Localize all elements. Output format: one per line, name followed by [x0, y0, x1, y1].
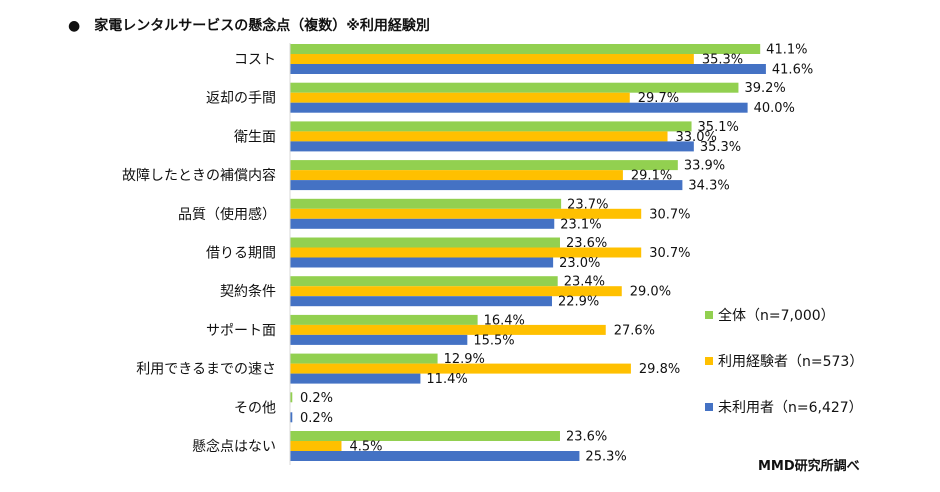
data-label: 29.1% — [631, 169, 672, 184]
data-label: 40.0% — [754, 101, 795, 116]
category-label: コスト — [234, 52, 276, 68]
data-label: 0.2% — [300, 391, 333, 406]
legend-swatch — [705, 403, 713, 411]
data-label: 41.1% — [766, 43, 807, 58]
data-label: 35.3% — [702, 53, 743, 68]
data-label: 12.9% — [444, 352, 485, 367]
legend-swatch — [705, 357, 713, 365]
data-label: 29.0% — [630, 285, 671, 300]
category-label: 契約条件 — [220, 283, 276, 300]
category-label: 品質（使用感） — [178, 206, 276, 223]
data-label: 29.7% — [638, 91, 679, 106]
bars — [290, 44, 766, 461]
category-label: 衛生面 — [234, 129, 276, 145]
bar — [290, 324, 606, 335]
category-label: 故障したときの補償内容 — [122, 167, 276, 184]
bar — [290, 363, 631, 374]
bar — [290, 431, 560, 441]
data-label: 35.1% — [698, 120, 739, 135]
bar — [290, 198, 562, 209]
bar — [290, 373, 421, 384]
data-label: 0.2% — [300, 411, 333, 426]
category-label: 懸念点はない — [192, 438, 276, 455]
bar — [290, 54, 694, 64]
data-label: 33.9% — [684, 159, 725, 174]
data-label: 23.1% — [560, 217, 601, 232]
legend-label: 全体（n=7,000） — [718, 307, 835, 324]
data-label: 16.4% — [484, 313, 525, 328]
chart-title: 家電レンタルサービスの懸念点（複数）※利用経験別 — [94, 18, 430, 34]
data-label: 23.6% — [566, 430, 607, 445]
bar — [290, 131, 668, 142]
bar — [290, 121, 692, 132]
category-label: 利用できるまでの速さ — [136, 362, 276, 378]
bar — [290, 82, 739, 93]
bar — [290, 441, 342, 451]
data-label: 30.7% — [649, 207, 690, 222]
data-label: 23.4% — [564, 275, 605, 290]
data-label: 4.5% — [349, 440, 382, 455]
data-label: 25.3% — [585, 450, 626, 465]
bar — [290, 451, 580, 461]
bar — [290, 276, 558, 287]
category-label: 借りる期間 — [206, 246, 276, 262]
bar — [290, 44, 761, 54]
data-label: 34.3% — [688, 179, 729, 194]
data-label: 22.9% — [558, 295, 599, 310]
data-label: 41.6% — [772, 63, 813, 78]
bar — [290, 180, 683, 191]
data-label: 30.7% — [649, 246, 690, 261]
title-bullet: ● — [68, 18, 81, 34]
bar — [290, 412, 293, 423]
bar — [290, 257, 554, 268]
bar — [290, 296, 552, 307]
source-credit: MMD研究所調べ — [758, 459, 860, 474]
bar — [290, 92, 630, 103]
legend-label: 未利用者（n=6,427） — [718, 400, 863, 416]
bar — [290, 247, 642, 258]
legend-swatch — [705, 311, 713, 319]
bar — [290, 208, 642, 219]
value-labels: 41.1% 35.3% 41.6% 39.2% 29.7% 40.0% 35.1%33.0%… — [300, 43, 813, 465]
bar — [290, 170, 623, 181]
bar — [290, 141, 694, 152]
data-label: 27.6% — [614, 323, 655, 338]
bar — [290, 334, 468, 345]
data-label: 15.5% — [473, 333, 514, 348]
legend: 全体（n=7,000） 利用経験者（n=573） 未利用者（n=6,427） — [705, 307, 863, 416]
data-label: 33.0% — [676, 130, 717, 145]
category-label: その他 — [234, 400, 276, 416]
data-label: 23.7% — [567, 197, 608, 212]
data-label: 23.6% — [566, 236, 607, 251]
bar — [290, 314, 478, 325]
bar — [290, 237, 560, 248]
bar — [290, 353, 438, 364]
bar — [290, 160, 678, 171]
legend-label: 利用経験者（n=573） — [718, 354, 863, 370]
category-label: 返却の手間 — [206, 91, 276, 107]
data-label: 35.3% — [700, 140, 741, 155]
bar — [290, 286, 622, 297]
bar — [290, 102, 748, 113]
category-label: サポート面 — [206, 323, 276, 339]
data-label: 29.8% — [639, 362, 680, 377]
data-label: 23.0% — [559, 256, 600, 271]
data-label: 39.2% — [744, 81, 785, 96]
bar — [290, 64, 766, 74]
bar — [290, 218, 555, 229]
data-label: 11.4% — [426, 372, 467, 387]
bar — [290, 392, 293, 403]
chart-title-row: ● 家電レンタルサービスの懸念点（複数）※利用経験別 — [68, 15, 430, 35]
